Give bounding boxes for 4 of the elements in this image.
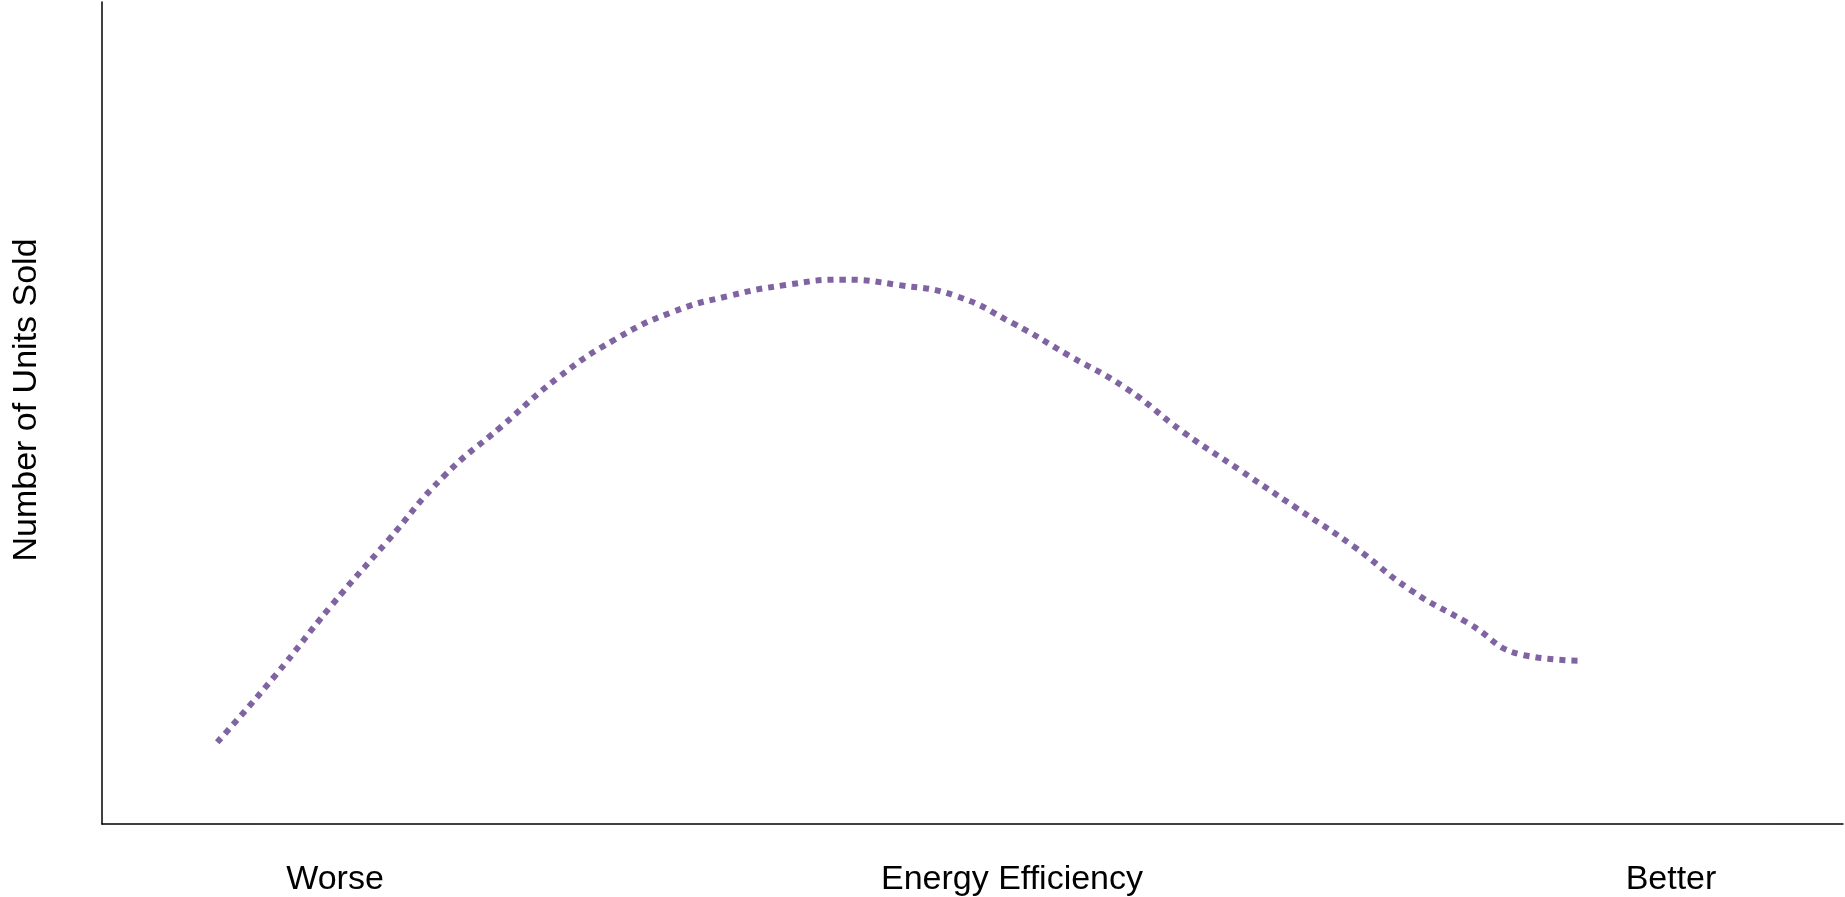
text: Worse (286, 858, 384, 896)
y-axis-title: Number of Units Sold (5, 238, 43, 562)
x-axis-title: Energy Efficiency (880, 858, 1144, 896)
text: Better (1625, 858, 1717, 896)
